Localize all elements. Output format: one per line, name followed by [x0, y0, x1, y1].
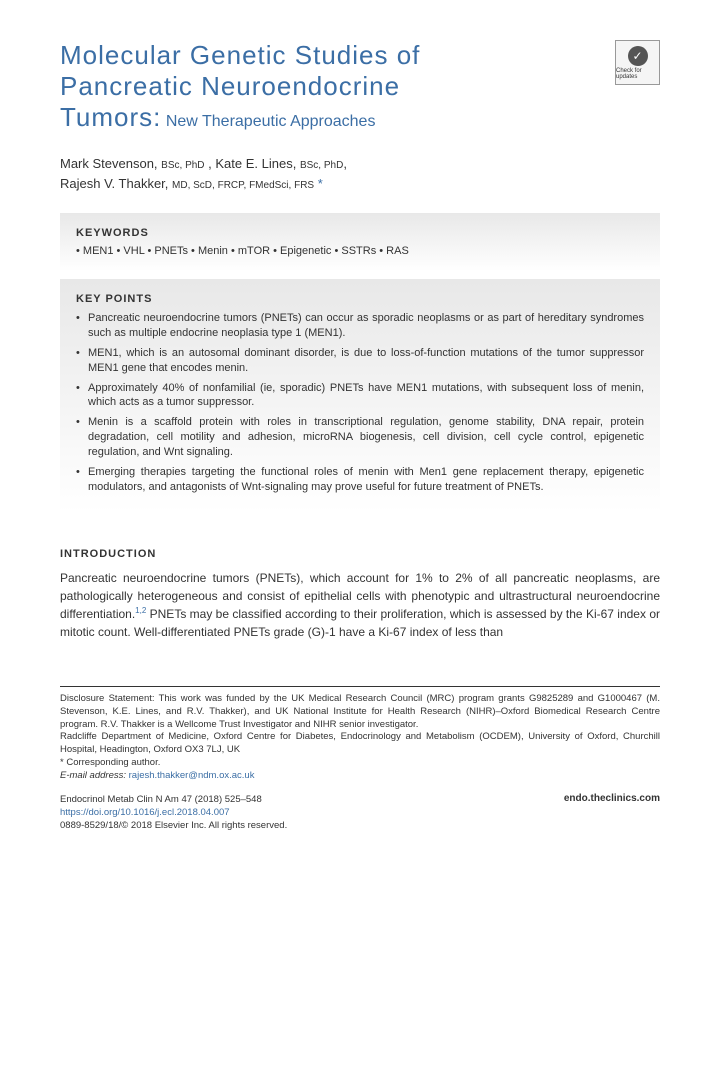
header-row: Molecular Genetic Studies of Pancreatic …: [60, 40, 660, 134]
journal-citation: Endocrinol Metab Clin N Am 47 (2018) 525…: [60, 793, 287, 806]
author-3: Rajesh V. Thakker,: [60, 176, 168, 191]
ref-superscript[interactable]: 1,2: [135, 606, 146, 615]
corresponding-star: *: [318, 176, 323, 191]
author-1: Mark Stevenson,: [60, 156, 158, 171]
author-1-degrees: BSc, PhD: [161, 160, 204, 171]
copyright: 0889-8529/18/© 2018 Elsevier Inc. All ri…: [60, 819, 287, 832]
title-line1: Molecular Genetic Studies of: [60, 40, 605, 71]
title-block: Molecular Genetic Studies of Pancreatic …: [60, 40, 605, 134]
keypoints-list: Pancreatic neuroendocrine tumors (PNETs)…: [76, 311, 644, 494]
subtitle: New Therapeutic Approaches: [166, 113, 376, 130]
title-line2: Pancreatic Neuroendocrine: [60, 71, 605, 102]
keywords-box: KEYWORDS • MEN1 • VHL • PNETs • Menin • …: [60, 213, 660, 271]
intro-heading: INTRODUCTION: [60, 548, 660, 560]
email-label: E-mail address:: [60, 770, 126, 781]
keywords-heading: KEYWORDS: [76, 227, 644, 239]
author-2-degrees: BSc, PhD: [300, 160, 343, 171]
authors-block: Mark Stevenson, BSc, PhD , Kate E. Lines…: [60, 154, 660, 196]
site-link[interactable]: endo.theclinics.com: [564, 793, 660, 804]
badge-label: Check for updates: [616, 68, 659, 80]
footer-separator: [60, 686, 660, 687]
corresponding-note: * Corresponding author.: [60, 757, 660, 770]
author-3-degrees: MD, ScD, FRCP, FMedSci, FRS: [172, 180, 314, 191]
keypoint-item: Approximately 40% of nonfamilial (ie, sp…: [76, 381, 644, 411]
footer-block: Disclosure Statement: This work was fund…: [60, 693, 660, 783]
keypoint-item: MEN1, which is an autosomal dominant dis…: [76, 346, 644, 376]
bottom-row: Endocrinol Metab Clin N Am 47 (2018) 525…: [60, 793, 660, 833]
email-link[interactable]: rajesh.thakker@ndm.ox.ac.uk: [129, 770, 255, 781]
bottom-left: Endocrinol Metab Clin N Am 47 (2018) 525…: [60, 793, 287, 833]
keypoints-box: KEY POINTS Pancreatic neuroendocrine tum…: [60, 279, 660, 513]
keypoints-heading: KEY POINTS: [76, 293, 644, 305]
keypoint-item: Menin is a scaffold protein with roles i…: [76, 415, 644, 460]
keypoint-item: Pancreatic neuroendocrine tumors (PNETs)…: [76, 311, 644, 341]
check-icon: ✓: [628, 46, 648, 66]
intro-paragraph: Pancreatic neuroendocrine tumors (PNETs)…: [60, 570, 660, 641]
check-updates-badge[interactable]: ✓ Check for updates: [615, 40, 660, 85]
keypoint-item: Emerging therapies targeting the functio…: [76, 465, 644, 495]
disclosure-statement: Disclosure Statement: This work was fund…: [60, 693, 660, 731]
doi-link[interactable]: https://doi.org/10.1016/j.ecl.2018.04.00…: [60, 806, 287, 819]
intro-text-2: PNETs may be classified according to the…: [60, 607, 660, 638]
affiliation: Radcliffe Department of Medicine, Oxford…: [60, 731, 660, 757]
title-line3: Tumors:: [60, 102, 161, 132]
author-2: , Kate E. Lines,: [208, 156, 296, 171]
keywords-line: • MEN1 • VHL • PNETs • Menin • mTOR • Ep…: [76, 245, 644, 257]
